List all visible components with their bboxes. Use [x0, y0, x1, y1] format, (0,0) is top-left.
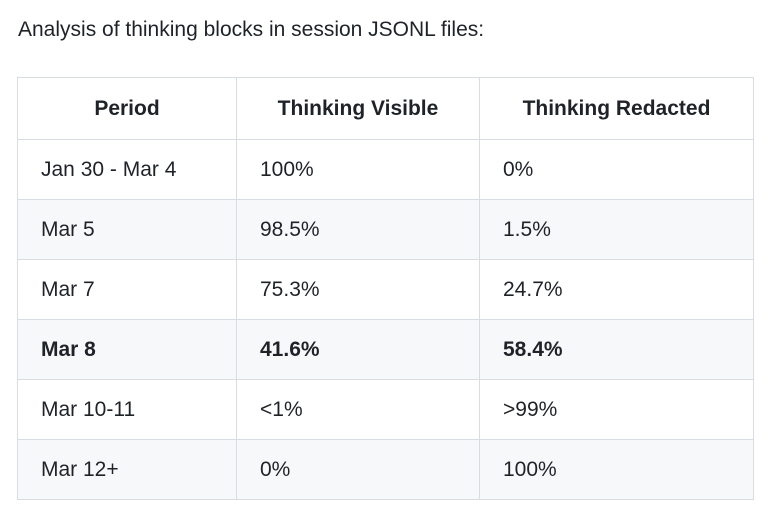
table-row: Jan 30 - Mar 4 100% 0% — [17, 139, 754, 200]
table-header-row: Period Thinking Visible Thinking Redacte… — [17, 77, 754, 140]
thinking-visible-cell: 75.3% — [236, 259, 480, 320]
period-cell: Mar 5 — [17, 199, 237, 260]
thinking-visible-cell: 0% — [236, 439, 480, 500]
thinking-redacted-cell: 24.7% — [479, 259, 754, 320]
column-header-thinking-visible: Thinking Visible — [236, 77, 480, 140]
thinking-visible-cell: 98.5% — [236, 199, 480, 260]
thinking-redacted-cell: 1.5% — [479, 199, 754, 260]
table-row: Mar 7 75.3% 24.7% — [17, 259, 754, 320]
period-cell: Mar 7 — [17, 259, 237, 320]
period-cell: Mar 12+ — [17, 439, 237, 500]
table-row: Mar 8 41.6% 58.4% — [17, 319, 754, 380]
table-body: Jan 30 - Mar 4 100% 0% Mar 5 98.5% 1.5% … — [17, 139, 754, 500]
period-cell: Jan 30 - Mar 4 — [17, 139, 237, 200]
thinking-visible-cell: 41.6% — [236, 319, 480, 380]
thinking-analysis-table: Period Thinking Visible Thinking Redacte… — [17, 77, 754, 500]
thinking-redacted-cell: 100% — [479, 439, 754, 500]
table-row: Mar 12+ 0% 100% — [17, 439, 754, 500]
period-cell: Mar 8 — [17, 319, 237, 380]
period-cell: Mar 10-11 — [17, 379, 237, 440]
thinking-redacted-cell: 58.4% — [479, 319, 754, 380]
thinking-redacted-cell: 0% — [479, 139, 754, 200]
thinking-redacted-cell: >99% — [479, 379, 754, 440]
table-row: Mar 10-11 <1% >99% — [17, 379, 754, 440]
table-row: Mar 5 98.5% 1.5% — [17, 199, 754, 260]
thinking-visible-cell: <1% — [236, 379, 480, 440]
thinking-visible-cell: 100% — [236, 139, 480, 200]
column-header-thinking-redacted: Thinking Redacted — [479, 77, 754, 140]
column-header-period: Period — [17, 77, 237, 140]
analysis-heading: Analysis of thinking blocks in session J… — [18, 18, 485, 41]
